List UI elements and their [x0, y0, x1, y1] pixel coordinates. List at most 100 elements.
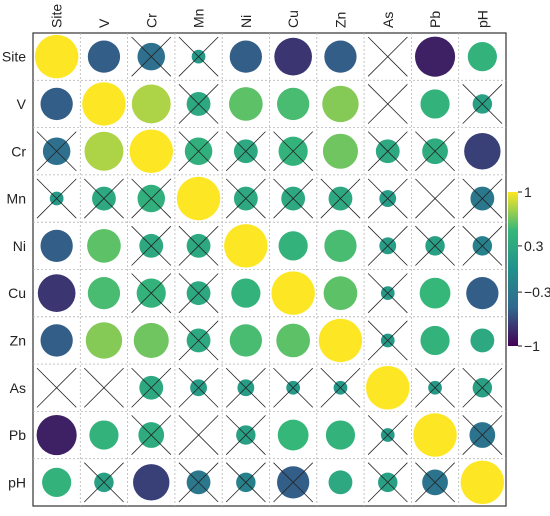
correlation-circle	[322, 85, 359, 123]
colorbar: 1 0.3 −0.3 −1	[508, 184, 550, 354]
row-label-site: Site	[2, 49, 26, 65]
insignificant-cross	[273, 462, 314, 503]
correlation-circle	[328, 470, 353, 495]
column-label-mn: Mn	[191, 9, 207, 28]
row-label-v: V	[17, 96, 27, 112]
insignificant-cross	[415, 225, 455, 266]
correlation-circle	[42, 467, 72, 497]
insignificant-cross	[415, 462, 455, 503]
insignificant-cross	[367, 320, 408, 361]
insignificant-cross	[462, 415, 503, 455]
colorbar-tick-label: 1	[524, 184, 532, 200]
insignificant-cross	[225, 367, 266, 408]
correlation-circle	[460, 460, 505, 505]
correlation-circle	[420, 325, 450, 356]
correlation-circle	[365, 365, 410, 410]
correlation-circle	[133, 322, 169, 358]
correlation-circle	[420, 89, 450, 119]
insignificant-cross	[273, 131, 314, 172]
column-labels: Site V Cr Mn Ni Cu Zn As Pb pH	[49, 4, 491, 28]
insignificant-cross	[178, 273, 219, 314]
insignificant-cross	[462, 367, 503, 408]
correlation-circle	[34, 34, 79, 79]
row-label-as: As	[10, 380, 26, 396]
insignificant-cross	[178, 415, 219, 455]
correlation-circle	[271, 271, 315, 315]
insignificant-cross	[273, 367, 314, 408]
insignificant-cross	[462, 178, 503, 219]
insignificant-cross	[178, 131, 219, 172]
insignificant-cross	[225, 131, 266, 172]
insignificant-cross	[367, 131, 408, 172]
row-label-cr: Cr	[11, 143, 26, 159]
correlation-circle	[82, 82, 126, 126]
column-label-v: V	[96, 18, 112, 28]
correlation-cells	[34, 34, 505, 505]
correlation-circle	[414, 36, 456, 77]
insignificant-cross	[131, 415, 172, 455]
insignificant-cross	[131, 367, 172, 408]
insignificant-cross	[415, 367, 455, 408]
insignificant-cross	[36, 367, 77, 408]
correlation-circle	[277, 419, 309, 451]
correlation-circle	[36, 414, 77, 456]
insignificant-cross	[178, 36, 219, 77]
insignificant-cross	[320, 367, 361, 408]
correlation-circle	[131, 84, 171, 124]
correlation-circle	[470, 328, 495, 353]
row-labels: Site V Cr Mn Ni Cu Zn As Pb pH	[2, 49, 27, 491]
insignificant-cross	[36, 178, 77, 219]
correlation-circle	[323, 276, 358, 310]
correlation-circle	[176, 176, 221, 221]
row-label-ph: pH	[8, 474, 26, 490]
row-label-mn: Mn	[7, 191, 26, 207]
correlation-circle	[40, 229, 73, 262]
column-label-site: Site	[49, 4, 65, 28]
insignificant-cross	[367, 36, 408, 77]
insignificant-cross	[131, 178, 172, 219]
insignificant-cross	[415, 178, 455, 219]
row-label-zn: Zn	[10, 332, 26, 348]
correlation-circle	[84, 131, 124, 171]
correlation-circle	[231, 278, 261, 308]
correlation-circle	[276, 323, 310, 358]
insignificant-cross	[178, 367, 219, 408]
insignificant-cross	[367, 462, 408, 503]
correlation-circle	[324, 229, 357, 262]
insignificant-cross	[273, 178, 314, 219]
correlation-circle	[322, 133, 358, 169]
insignificant-cross	[131, 36, 172, 77]
correlation-circle	[274, 37, 312, 76]
correlation-circle	[229, 40, 262, 73]
column-label-zn: Zn	[332, 12, 348, 28]
insignificant-cross	[367, 178, 408, 219]
insignificant-cross	[367, 415, 408, 455]
correlation-circle	[37, 274, 76, 312]
column-label-pb: Pb	[427, 11, 443, 28]
insignificant-cross	[36, 131, 77, 172]
insignificant-cross	[178, 462, 219, 503]
correlation-circle	[40, 87, 73, 121]
insignificant-cross	[178, 84, 219, 124]
correlation-circle	[40, 324, 73, 357]
colorbar-gradient	[508, 192, 518, 346]
insignificant-cross	[225, 415, 266, 455]
insignificant-cross	[320, 178, 361, 219]
correlation-circle	[87, 277, 121, 310]
correlation-circle	[325, 420, 356, 450]
column-label-ni: Ni	[238, 15, 254, 28]
insignificant-cross	[84, 462, 124, 503]
insignificant-cross	[367, 273, 408, 314]
insignificant-cross	[84, 178, 124, 219]
correlation-circle	[229, 324, 262, 357]
insignificant-cross	[367, 225, 408, 266]
correlation-circle	[464, 133, 501, 170]
correlation-circle	[467, 42, 497, 72]
colorbar-tick-label: −0.3	[524, 284, 550, 300]
correlation-circle	[318, 318, 363, 363]
column-label-cu: Cu	[285, 10, 301, 28]
correlation-circle	[133, 464, 170, 501]
correlation-circle	[224, 224, 268, 268]
insignificant-cross	[131, 225, 172, 266]
correlation-circle	[129, 129, 174, 174]
